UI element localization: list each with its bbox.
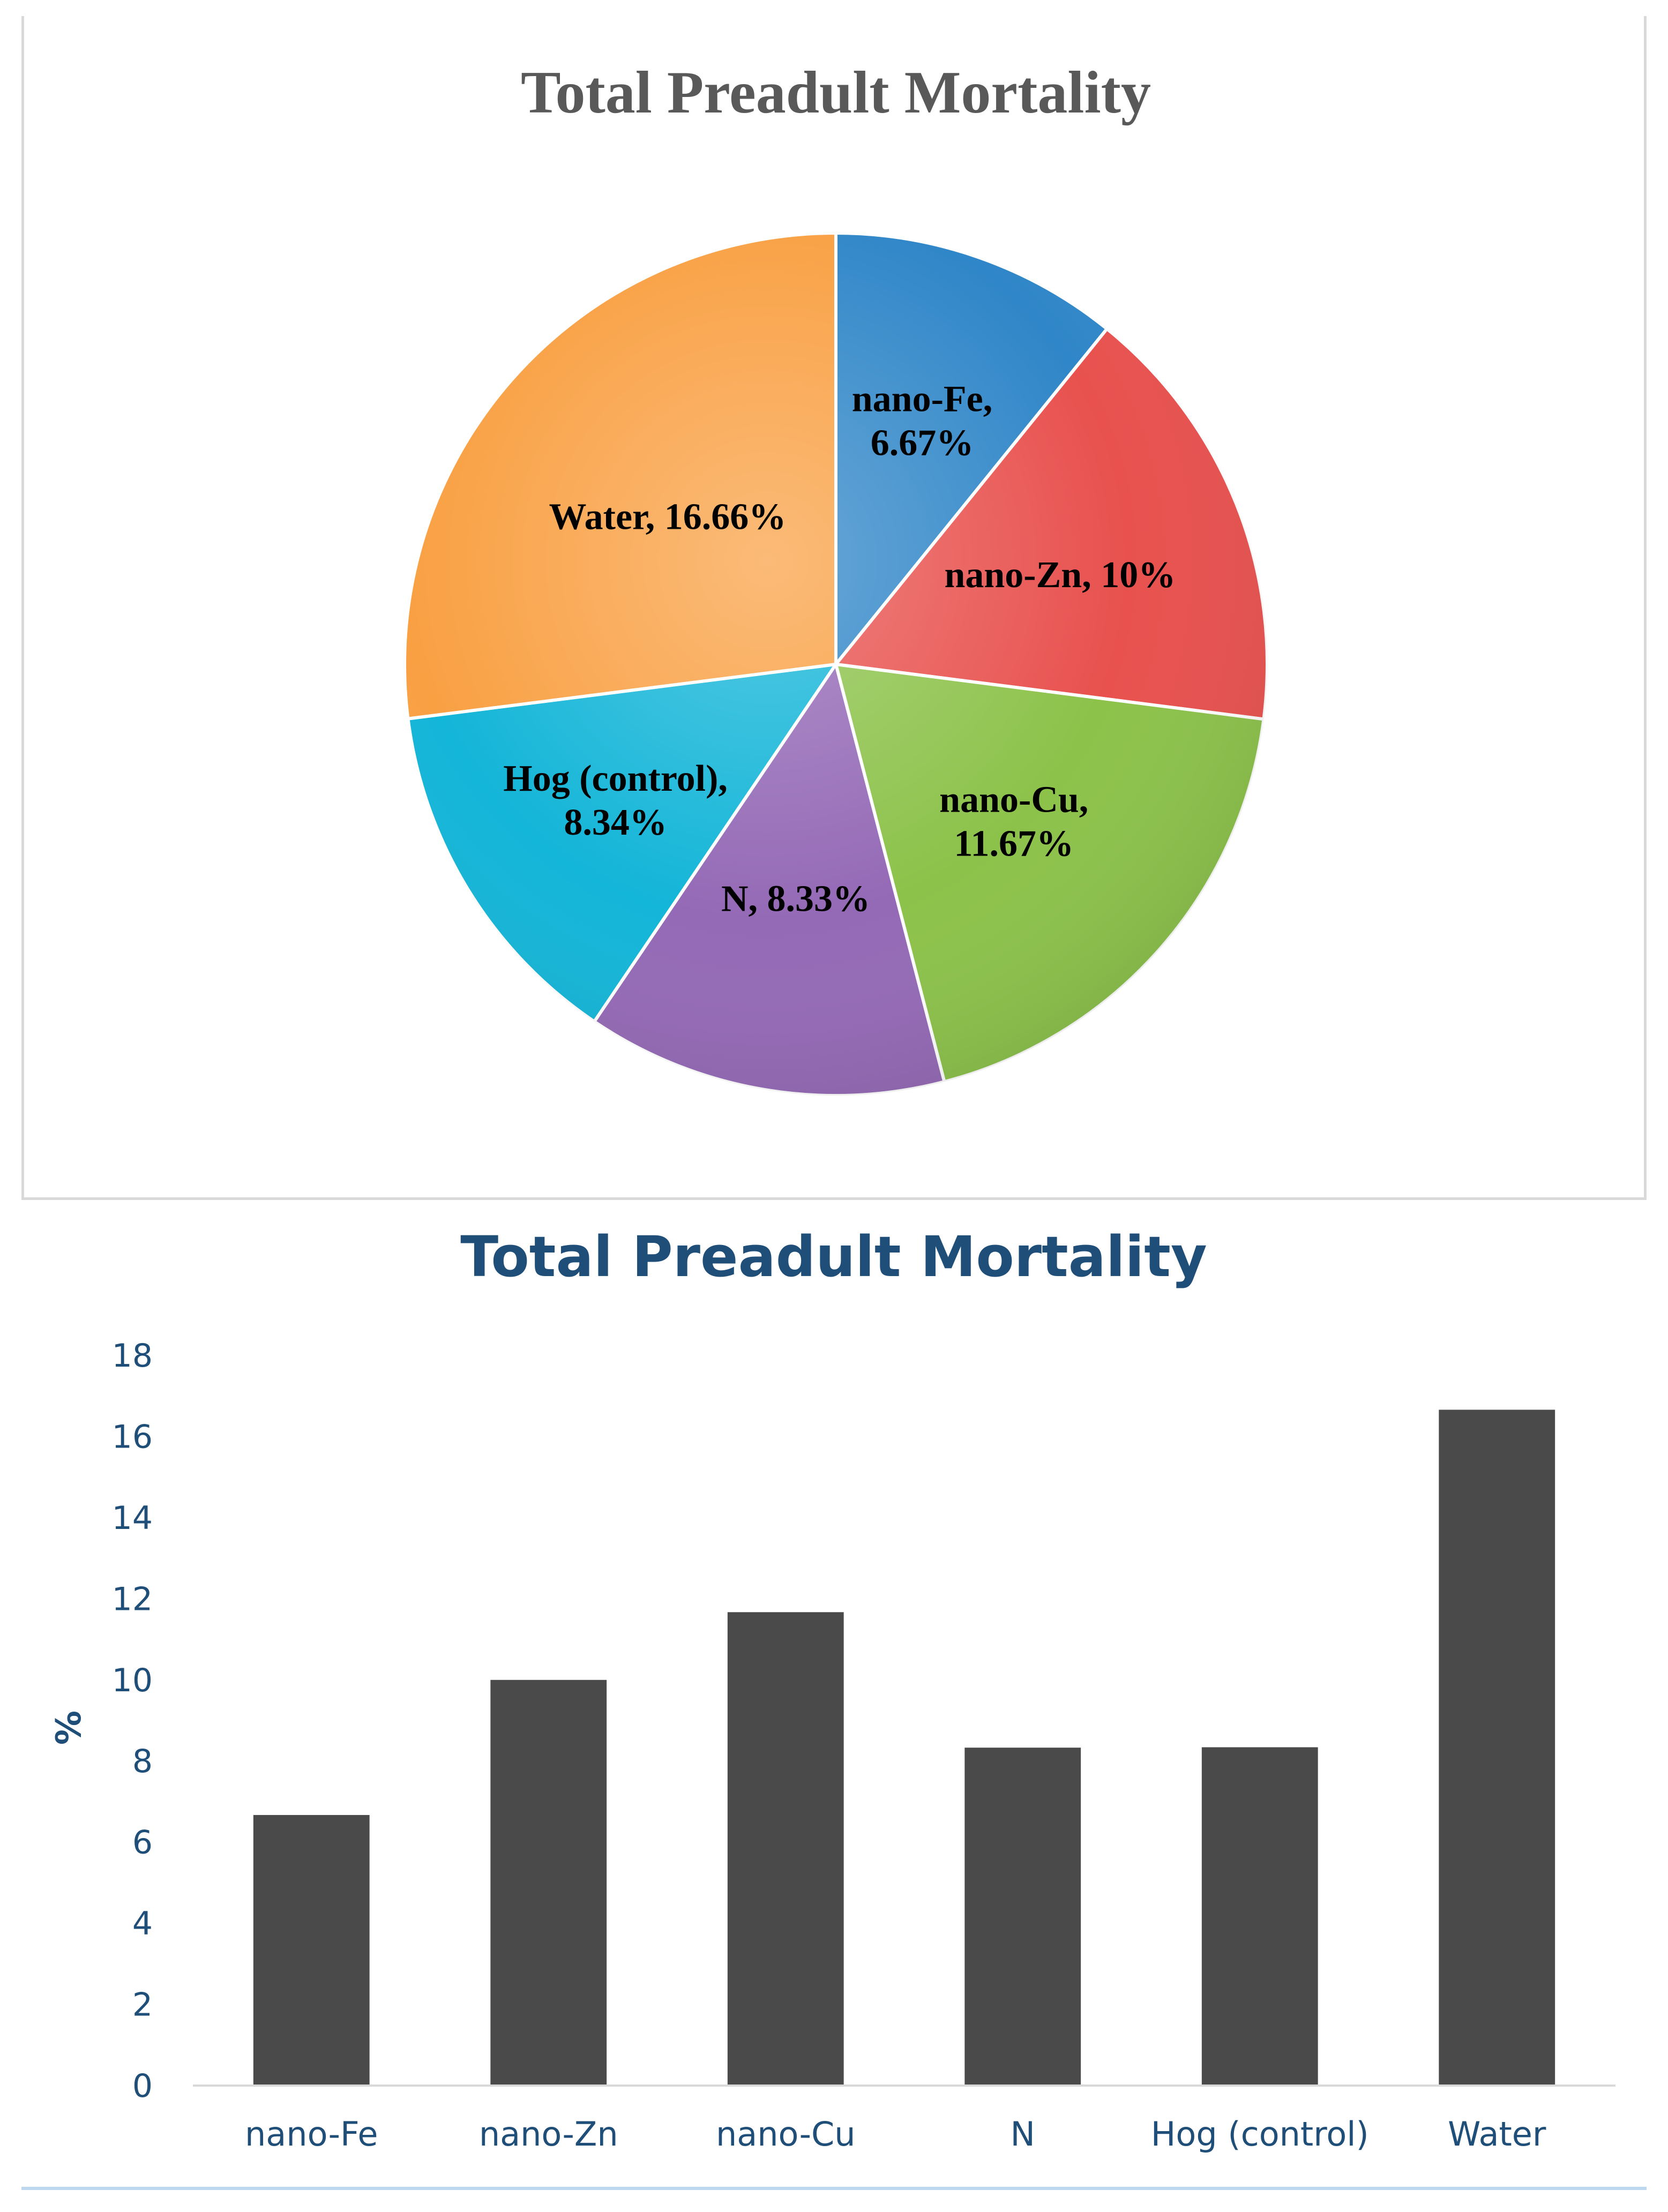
y-tick-label: 4 [132,1905,153,1943]
pie-slice-water [403,231,837,721]
bar-chart: Total Preadult Mortality % 0 2 4 6 8 10 12 14 16… [21,1224,1647,2190]
bar-n [964,1748,1081,2086]
y-tick-label: 14 [112,1499,153,1537]
bar-title: Total Preadult Mortality [460,1224,1207,1289]
bar-nano-cu [727,1612,844,2086]
pie-label-n: N, 8.33% [721,878,870,919]
pie-title: Total Preadult Mortality [521,59,1151,126]
bar-water [1439,1409,1555,2086]
pie-label-nano-zn: nano-Zn, 10% [944,554,1176,596]
x-tick-label-nano-fe: nano-Fe [245,2114,378,2154]
y-tick-label: 16 [112,1418,153,1456]
pie-label-nano-cu: nano-Cu, 11.67% [939,779,1088,865]
y-tick-label: 12 [112,1580,153,1618]
pie-chart: Total Preadult Mortality nano-Fe, 6.67% na… [403,59,1269,1097]
pie-chart-panel: Total Preadult Mortality nano-Fe, 6.67% na… [21,16,1647,1200]
y-tick-label: 8 [132,1743,153,1780]
pie-label-nano-fe: nano-Fe, 6.67% [852,379,993,464]
pie-label-water: Water, 16.66% [549,496,787,537]
x-tick-label-hog-control: Hog (control) [1151,2114,1369,2154]
bar-nano-zn [490,1679,607,2086]
y-tick-label: 10 [112,1662,153,1699]
bar-hog-control [1201,1747,1318,2086]
y-tick-label: 18 [112,1337,153,1375]
x-tick-label-nano-zn: nano-Zn [479,2114,618,2154]
pie-label-hog-control: Hog (control), 8.34% [503,758,728,843]
bar-nano-fe [253,1814,370,2086]
y-tick-label: 2 [132,1986,153,2024]
x-tick-label-nano-cu: nano-Cu [716,2114,856,2154]
y-tick-label: 0 [132,2067,153,2105]
x-tick-label-n: N [1011,2114,1035,2154]
y-axis-title: % [49,1711,89,1745]
y-tick-label: 6 [132,1824,153,1862]
x-tick-label-water: Water [1448,2114,1546,2154]
